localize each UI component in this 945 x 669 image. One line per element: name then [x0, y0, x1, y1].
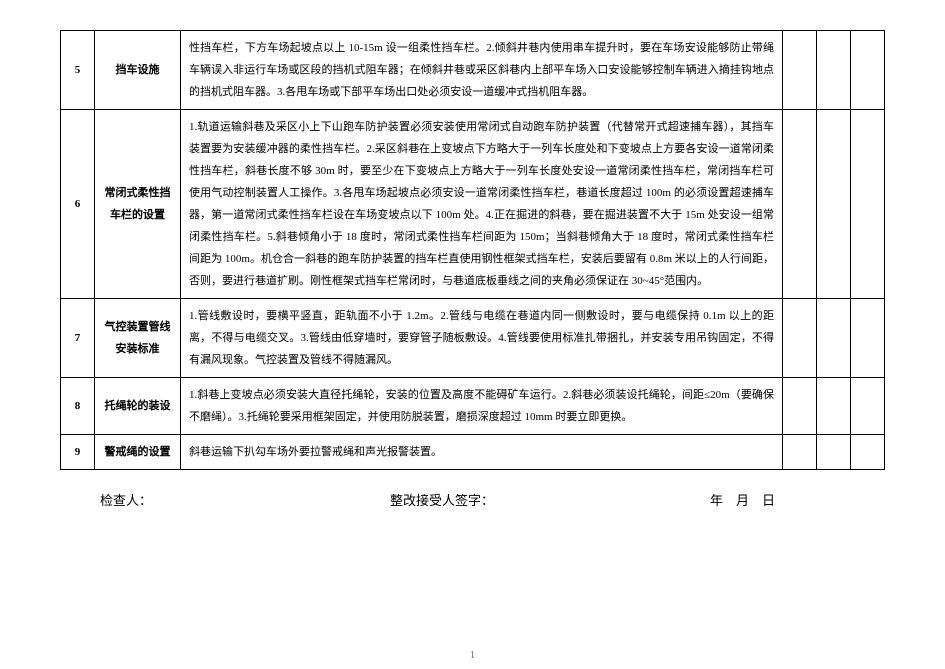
empty-cell [783, 435, 817, 470]
row-number: 6 [61, 110, 95, 299]
empty-cell [851, 299, 885, 378]
empty-cell [783, 110, 817, 299]
inspector-label: 检查人： [100, 490, 390, 509]
row-number: 5 [61, 31, 95, 110]
row-description: 性挡车栏，下方车场起坡点以上 10-15m 设一组柔性挡车栏。2.倾斜井巷内使用… [181, 31, 783, 110]
footer-signatures: 检查人： 整改接受人签字： 年 月 日 [60, 490, 885, 509]
empty-cell [783, 378, 817, 435]
row-number: 8 [61, 378, 95, 435]
row-title: 警戒绳的设置 [95, 435, 181, 470]
row-title: 常闭式柔性挡车栏的设置 [95, 110, 181, 299]
row-description: 1.斜巷上变坡点必须安装大直径托绳轮，安装的位置及高度不能碍矿车运行。2.斜巷必… [181, 378, 783, 435]
date-label: 年 月 日 [710, 490, 775, 509]
table-row: 9 警戒绳的设置 斜巷运输下扒勾车场外要拉警戒绳和声光报警装置。 [61, 435, 885, 470]
receiver-label: 整改接受人签字： [390, 490, 710, 509]
row-description: 斜巷运输下扒勾车场外要拉警戒绳和声光报警装置。 [181, 435, 783, 470]
row-number: 7 [61, 299, 95, 378]
empty-cell [851, 31, 885, 110]
row-description: 1.管线敷设时，要横平竖直，距轨面不小于 1.2m。2.管线与电缆在巷道内同一侧… [181, 299, 783, 378]
page-number: 1 [0, 650, 945, 661]
empty-cell [851, 435, 885, 470]
inspection-table: 5 挡车设施 性挡车栏，下方车场起坡点以上 10-15m 设一组柔性挡车栏。2.… [60, 30, 885, 470]
table-row: 8 托绳轮的装设 1.斜巷上变坡点必须安装大直径托绳轮，安装的位置及高度不能碍矿… [61, 378, 885, 435]
table-row: 7 气控装置管线安装标准 1.管线敷设时，要横平竖直，距轨面不小于 1.2m。2… [61, 299, 885, 378]
empty-cell [817, 31, 851, 110]
empty-cell [817, 110, 851, 299]
empty-cell [783, 299, 817, 378]
row-title: 气控装置管线安装标准 [95, 299, 181, 378]
row-title: 挡车设施 [95, 31, 181, 110]
table-row: 5 挡车设施 性挡车栏，下方车场起坡点以上 10-15m 设一组柔性挡车栏。2.… [61, 31, 885, 110]
empty-cell [851, 110, 885, 299]
row-description: 1.轨道运输斜巷及采区小上下山跑车防护装置必须安装使用常闭式自动跑车防护装置（代… [181, 110, 783, 299]
table-row: 6 常闭式柔性挡车栏的设置 1.轨道运输斜巷及采区小上下山跑车防护装置必须安装使… [61, 110, 885, 299]
empty-cell [817, 435, 851, 470]
empty-cell [783, 31, 817, 110]
empty-cell [851, 378, 885, 435]
empty-cell [817, 378, 851, 435]
row-number: 9 [61, 435, 95, 470]
empty-cell [817, 299, 851, 378]
row-title: 托绳轮的装设 [95, 378, 181, 435]
